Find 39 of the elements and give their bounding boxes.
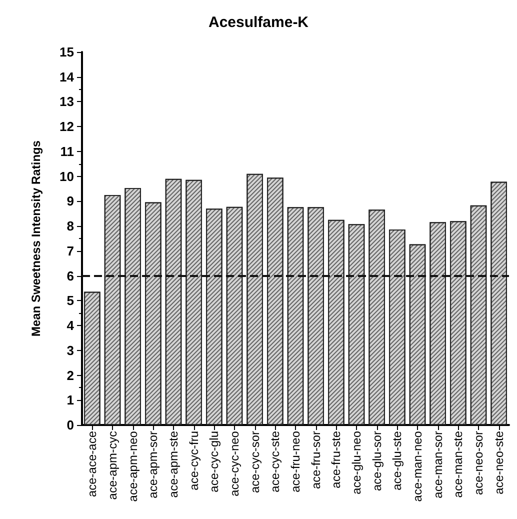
- x-tick-label: ace-glu-sor: [370, 431, 384, 492]
- y-tick-label: 8: [66, 218, 74, 234]
- x-tick-label: ace-cyc-sor: [248, 431, 262, 494]
- y-tick-label: 14: [60, 69, 75, 84]
- y-tick-label: 6: [66, 268, 74, 284]
- y-tick-label: 10: [60, 168, 74, 184]
- x-tick-label: ace-apm-ste: [166, 430, 180, 498]
- y-tick-label: 3: [66, 342, 74, 358]
- x-tick-label: ace-fru-sor: [308, 431, 323, 490]
- x-tick-label: ace-apm-sor: [146, 431, 160, 498]
- x-tick-label: ace-cyc-fru: [186, 431, 201, 490]
- x-tick-label: ace-apm-neo: [126, 430, 140, 502]
- y-tick-label: 13: [60, 94, 74, 110]
- x-tick-label: ace-cyc-neo: [228, 430, 242, 496]
- x-tick-label: ace-man-neo: [410, 430, 424, 502]
- x-tick-label: ace-cyc-ste: [268, 430, 282, 492]
- x-tick-label: ace-fru-ste: [329, 430, 344, 488]
- x-tick-label: ace-glu-ste: [390, 430, 404, 490]
- y-axis-title: Mean Sweetness Intensity Ratings: [29, 140, 43, 337]
- y-tick-label: 2: [66, 368, 74, 383]
- chart-title: Acesulfame-K: [208, 14, 309, 31]
- x-tick-label: ace-apm-cyc: [106, 431, 120, 500]
- x-tick-label: ace-cyc-glu: [207, 431, 222, 492]
- x-tick-label: ace-glu-neo: [350, 430, 364, 494]
- x-tick-label: ace-ace-ace: [85, 430, 100, 498]
- y-tick-label: 11: [60, 144, 74, 159]
- y-tick-label: 0: [66, 418, 74, 432]
- x-tick-label: ace-neo-ste: [492, 430, 506, 494]
- y-tick-label: 12: [60, 119, 74, 134]
- x-tick-label: ace-neo-sor: [472, 430, 486, 496]
- x-tick-label: ace-man-ste: [451, 430, 466, 498]
- y-tick-label: 15: [60, 44, 74, 60]
- x-tick-label: ace-fru-neo: [288, 430, 302, 492]
- y-tick-label: 4: [66, 318, 75, 334]
- y-tick-label: 7: [66, 243, 74, 258]
- y-tick-label: 5: [66, 293, 74, 308]
- y-tick-label: 9: [66, 194, 74, 209]
- x-tick-label: ace-man-sor: [430, 431, 445, 498]
- y-tick-label: 1: [66, 392, 74, 408]
